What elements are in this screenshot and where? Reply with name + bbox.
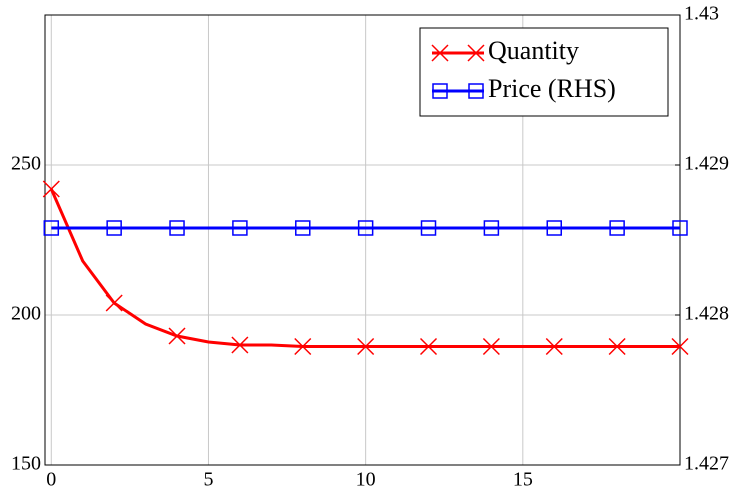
x-tick-label: 0 (46, 469, 56, 491)
marker (294, 337, 312, 356)
marker (672, 220, 688, 236)
legend-box (419, 27, 669, 117)
y-tick-label: 250 (11, 153, 41, 175)
marker (42, 180, 60, 198)
y2-tick-label: 1.43 (684, 3, 719, 25)
marker (608, 337, 626, 356)
marker (545, 337, 563, 356)
marker (357, 337, 375, 356)
x-tick-label: 10 (356, 469, 376, 491)
x-tick-label: 5 (203, 469, 213, 491)
y-tick-label: 150 (11, 453, 41, 475)
marker (232, 220, 248, 236)
marker (431, 44, 449, 62)
marker (357, 220, 374, 236)
marker (468, 83, 484, 99)
marker (483, 220, 500, 236)
marker (105, 294, 123, 312)
marker (467, 44, 485, 62)
legend: Quantity Price (RHS) (419, 27, 669, 117)
marker (106, 220, 122, 236)
marker (432, 83, 448, 99)
marker (671, 337, 689, 356)
marker (482, 337, 500, 356)
marker (420, 220, 437, 236)
marker (231, 336, 249, 354)
marker (546, 220, 563, 236)
legend-label: Price (RHS) (488, 74, 616, 103)
marker (168, 327, 186, 345)
marker (419, 337, 438, 356)
marker (169, 220, 185, 236)
marker (609, 220, 625, 236)
x-tick-label: 15 (513, 469, 533, 491)
y2-tick-label: 1.427 (684, 453, 729, 475)
marker (295, 220, 311, 236)
y2-tick-label: 1.429 (684, 153, 729, 175)
legend-label: Quantity (488, 36, 579, 65)
y2-tick-label: 1.428 (684, 303, 729, 325)
marker (43, 220, 60, 236)
plot-frame (44, 14, 681, 466)
y-tick-label: 200 (11, 303, 41, 325)
